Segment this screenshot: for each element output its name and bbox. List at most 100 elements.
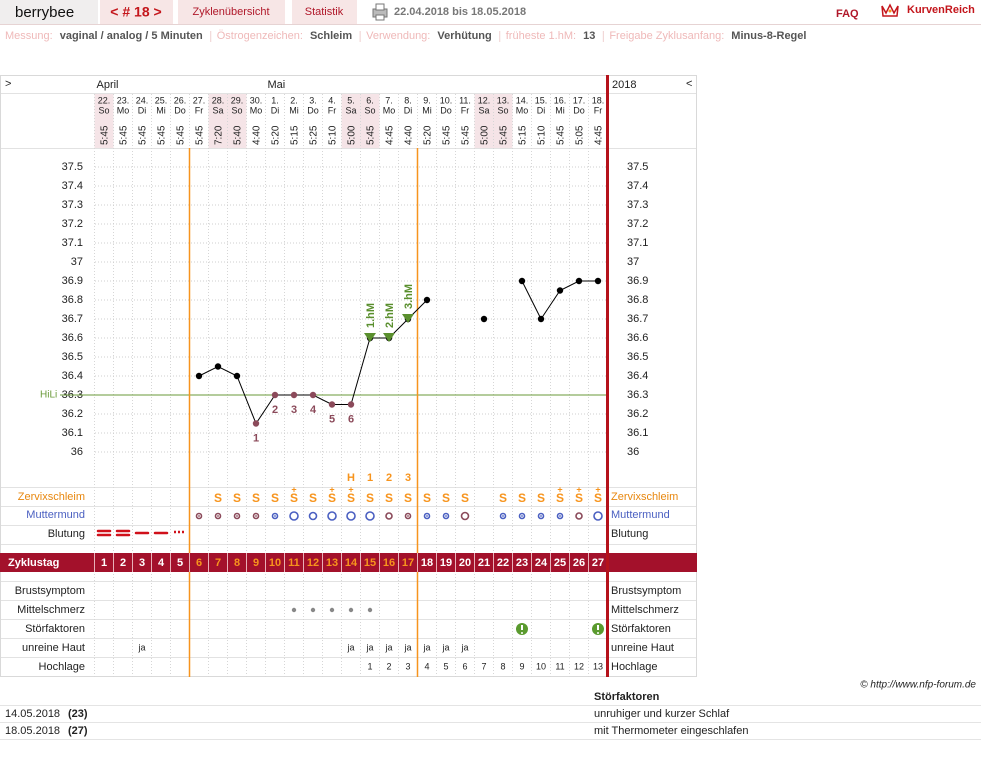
y-tick-label: 37.2 <box>62 218 83 230</box>
mucus-sign: S <box>214 491 222 505</box>
mucus-sign: S <box>594 491 602 505</box>
high-day: 10 <box>536 661 546 671</box>
day-date: 8. <box>404 95 412 105</box>
day-date: 24. <box>136 95 149 105</box>
cervix-icon <box>404 512 412 520</box>
brand-logo[interactable]: KurvenReich <box>881 3 975 17</box>
cycle-day-band <box>0 553 697 572</box>
pain-icon <box>348 607 354 613</box>
y-tick-label-right: 36.5 <box>627 351 648 363</box>
cervix-icon <box>252 512 260 520</box>
cycle-day: 17 <box>402 557 414 569</box>
row-label: Brustsymptom <box>15 585 85 597</box>
cycle-day: 18 <box>421 557 433 569</box>
mucus-mark: + <box>595 484 600 494</box>
cycle-day: 19 <box>440 557 452 569</box>
day-date: 16. <box>554 95 567 105</box>
day-time: 5:00 <box>347 125 358 145</box>
y-tick-label: 37 <box>71 256 83 268</box>
temperature-point <box>423 296 431 304</box>
y-tick-label: 36.9 <box>62 275 83 287</box>
row-label: Blutung <box>48 528 85 540</box>
cycle-nav[interactable]: < # 18 > <box>110 4 161 20</box>
nav-arrow[interactable]: > <box>5 78 11 90</box>
cycle-day: 22 <box>497 557 509 569</box>
hili-label: HiLi <box>40 390 57 401</box>
y-tick-label: 37.1 <box>62 237 83 249</box>
cervix-icon <box>214 512 222 520</box>
row-label-right: Blutung <box>611 528 648 540</box>
day-date: 5. <box>347 95 355 105</box>
day-weekday: Mi <box>156 105 166 115</box>
cervix-icon <box>499 512 507 520</box>
notes-heading: Störfaktoren <box>594 691 660 703</box>
tab-box[interactable] <box>292 0 357 24</box>
hm-label: 2.hM <box>384 303 396 328</box>
day-time: 4:40 <box>404 125 415 145</box>
y-tick-label-right: 36.6 <box>627 332 648 344</box>
day-time: 7:20 <box>214 125 225 145</box>
day-weekday: Mo <box>250 105 263 115</box>
day-date: 22. <box>98 95 111 105</box>
day-date: 23. <box>117 95 130 105</box>
setting-value: Verhütung <box>437 30 491 42</box>
cycle-box[interactable] <box>100 0 173 24</box>
mucus-sign: S <box>252 491 260 505</box>
day-date: 25. <box>155 95 168 105</box>
note-day: (27) <box>68 725 88 737</box>
day-weekday: So <box>231 105 242 115</box>
day-date: 3. <box>309 95 317 105</box>
high-day: 13 <box>593 661 603 671</box>
setting-value: Minus-8-Regel <box>731 30 806 42</box>
tab-box[interactable] <box>178 0 285 24</box>
mucus-sign: S <box>442 491 450 505</box>
disturbance-dot <box>521 632 523 634</box>
faq-link[interactable]: FAQ <box>836 8 859 20</box>
day-weekday: Di <box>138 105 147 115</box>
y-tick-label: 36.8 <box>62 294 83 306</box>
day-date: 18. <box>592 95 605 105</box>
printer-icon[interactable] <box>372 3 388 21</box>
day-weekday: Fr <box>195 105 204 115</box>
pain-icon <box>291 607 297 613</box>
day-weekday: Do <box>573 105 585 115</box>
day-date: 4. <box>328 95 336 105</box>
day-time: 5:15 <box>290 125 301 145</box>
skin-value: ja <box>346 642 354 652</box>
y-tick-label: 36.7 <box>62 313 83 325</box>
cycle-day: 10 <box>269 557 281 569</box>
tab[interactable]: Zyklenübersicht <box>192 6 269 18</box>
peak-label: 1 <box>367 472 373 484</box>
weekend-shade <box>94 94 114 148</box>
tab[interactable]: Statistik <box>305 6 344 18</box>
nav-arrow[interactable]: < <box>686 78 692 90</box>
day-date: 30. <box>250 95 263 105</box>
day-time: 5:45 <box>138 125 149 145</box>
hm-label: 3.hM <box>403 284 415 309</box>
low-label: 3 <box>291 404 297 416</box>
day-date: 28. <box>212 95 225 105</box>
day-weekday: So <box>497 105 508 115</box>
high-day: 2 <box>386 661 391 671</box>
day-date: 26. <box>174 95 187 105</box>
day-date: 27. <box>193 95 206 105</box>
mucus-sign: S <box>309 491 317 505</box>
low-label: 1 <box>253 432 259 444</box>
day-weekday: Do <box>307 105 319 115</box>
low-label: 5 <box>329 413 335 425</box>
day-weekday: Mi <box>289 105 299 115</box>
row-label-right: Störfaktoren <box>611 623 671 635</box>
cervix-icon <box>271 512 279 520</box>
brand-name: KurvenReich <box>907 4 975 16</box>
day-date: 10. <box>440 95 453 105</box>
mucus-sign: S <box>518 491 526 505</box>
day-time: 5:45 <box>366 125 377 145</box>
high-day: 6 <box>462 661 467 671</box>
day-time: 5:45 <box>100 125 111 145</box>
y-tick-label: 36 <box>71 446 83 458</box>
row-label-right: Mittelschmerz <box>611 604 679 616</box>
y-tick-label-right: 36 <box>627 446 639 458</box>
temperature-point <box>594 277 602 285</box>
day-time: 5:45 <box>556 125 567 145</box>
